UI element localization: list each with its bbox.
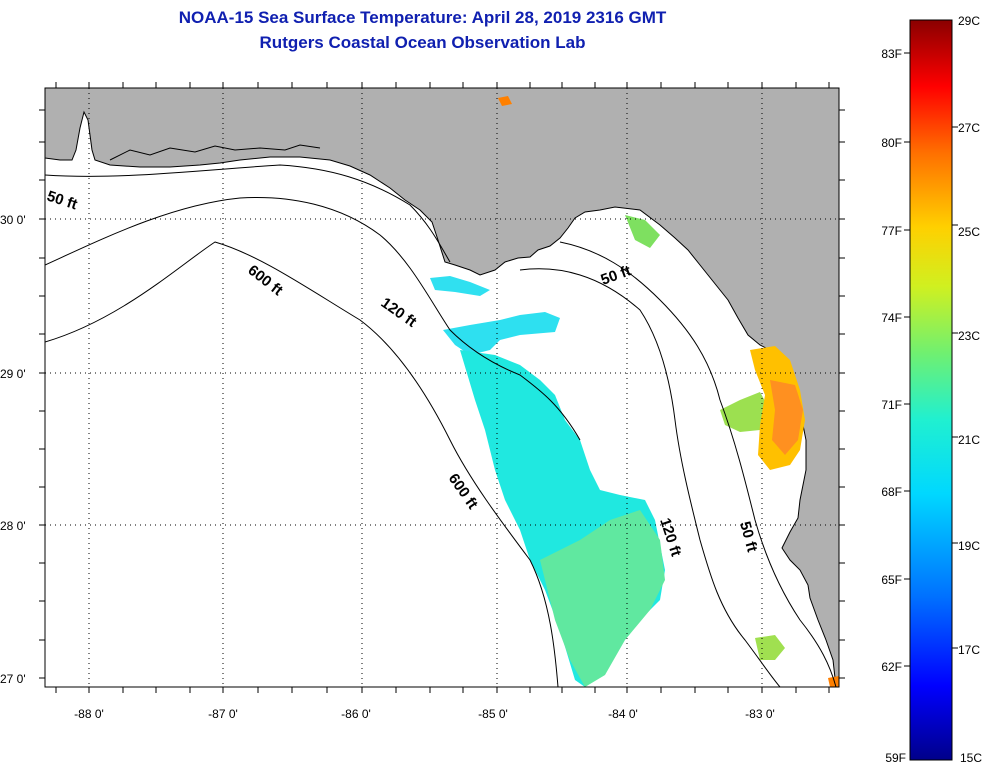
colorbar-celsius-label: 23C [958,329,980,343]
colorbar-fahrenheit-label: 71F [881,398,902,412]
coast-bays [109,144,321,161]
map-title: NOAA-15 Sea Surface Temperature: April 2… [178,8,667,27]
lon-label: -88 0' [74,707,104,721]
colorbar-celsius-label: 29C [958,14,980,28]
lat-label: 28 0' [0,519,26,533]
colorbar-fahrenheit-label: 74F [881,311,902,325]
lon-label: -87 0' [208,707,238,721]
colorbar-fahrenheit-label: 83F [881,47,902,61]
lon-label: -84 0' [608,707,638,721]
bathymetry-contours [45,164,837,687]
colorbar-fahrenheit-label: 59F [885,751,906,765]
colorbar-celsius-label: 17C [958,643,980,657]
map-frame [44,87,840,688]
colorbar-fahrenheit-label: 65F [881,573,902,587]
colorbar-fahrenheit-label: 68F [881,485,902,499]
colorbar [909,19,953,761]
colorbar-celsius-label: 21C [958,433,980,447]
colorbar-celsius-label: 15C [960,751,982,765]
lon-label: -85 0' [478,707,508,721]
colorbar-celsius-label: 27C [958,121,980,135]
colorbar-fahrenheit-label: 77F [881,224,902,238]
lon-label: -86 0' [341,707,371,721]
colorbar-celsius-label: 25C [958,225,980,239]
lon-label: -83 0' [745,707,775,721]
colorbar-celsius-label: 19C [958,539,980,553]
lat-label: 30 0' [0,213,26,227]
colorbar-ticks [904,52,958,667]
sst-data-layer [430,96,839,687]
tick-marks [39,82,845,693]
lat-label: 27 0' [0,672,26,686]
colorbar-fahrenheit-label: 80F [881,136,902,150]
lat-label: 29 0' [0,367,26,381]
land-mass [45,88,839,687]
map-subtitle: Rutgers Coastal Ocean Observation Lab [259,33,586,52]
colorbar-fahrenheit-label: 62F [881,660,902,674]
